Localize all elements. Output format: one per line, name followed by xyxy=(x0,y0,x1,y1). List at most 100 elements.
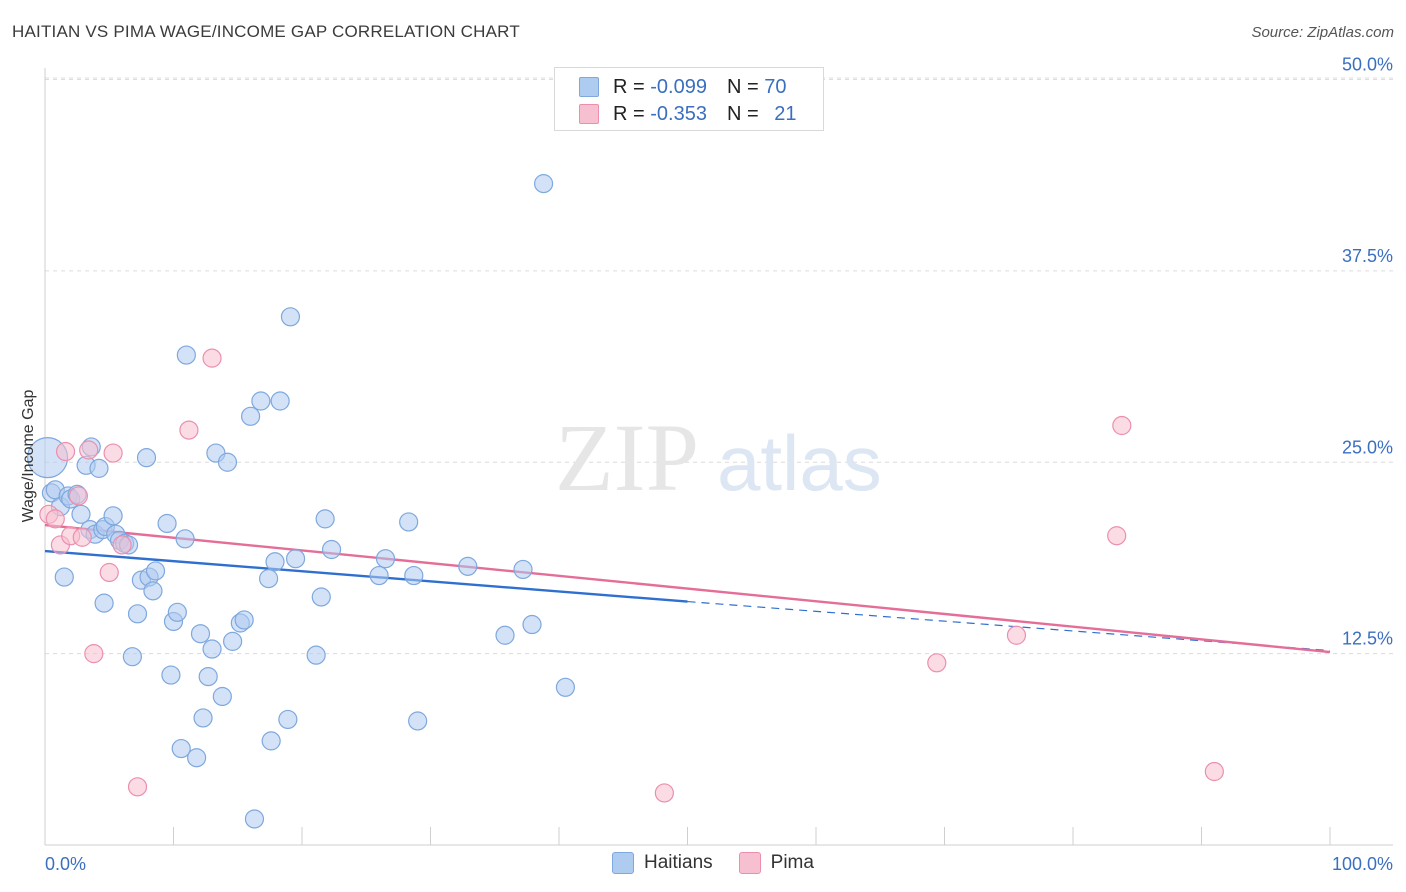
data-point-haitians[interactable] xyxy=(71,504,91,524)
data-point-haitians[interactable] xyxy=(89,458,109,478)
data-point-haitians[interactable] xyxy=(315,509,335,529)
y-axis-label: Wage/Income Gap xyxy=(20,390,37,523)
data-point-pima[interactable] xyxy=(72,527,92,547)
data-point-pima[interactable] xyxy=(112,535,132,555)
stats-legend: R = -0.099 N = 70 R = -0.353 N = 21 xyxy=(554,67,824,131)
x-tick-label: 0.0% xyxy=(45,854,86,874)
data-point-pima[interactable] xyxy=(127,777,148,797)
data-point-haitians[interactable] xyxy=(187,748,207,768)
data-point-haitians[interactable] xyxy=(375,549,396,569)
data-point-haitians[interactable] xyxy=(495,625,515,645)
data-point-haitians[interactable] xyxy=(223,631,243,651)
data-point-haitians[interactable] xyxy=(143,581,163,601)
data-point-haitians[interactable] xyxy=(145,561,166,581)
data-point-haitians[interactable] xyxy=(533,174,554,194)
legend-item-pima[interactable]: Pima xyxy=(738,852,814,874)
data-point-haitians[interactable] xyxy=(404,565,424,586)
data-point-haitians[interactable] xyxy=(458,556,478,576)
data-point-haitians[interactable] xyxy=(265,552,285,572)
data-point-pima[interactable] xyxy=(654,783,674,803)
y-tick-label: 37.5% xyxy=(1342,246,1393,266)
data-point-haitians[interactable] xyxy=(127,604,148,624)
data-point-pima[interactable] xyxy=(45,509,65,529)
x-tick-label: 100.0% xyxy=(1332,854,1393,874)
series-legend: Haitians Pima xyxy=(612,852,840,874)
legend-label-pima: Pima xyxy=(770,852,814,873)
legend-n-value: 70 xyxy=(764,75,787,98)
data-point-haitians[interactable] xyxy=(94,593,114,613)
legend-swatch-haitians xyxy=(579,77,599,97)
data-point-haitians[interactable] xyxy=(399,512,419,532)
data-point-haitians[interactable] xyxy=(244,809,265,829)
data-point-haitians[interactable] xyxy=(306,645,326,665)
data-point-haitians[interactable] xyxy=(408,711,428,731)
trend-line-pima xyxy=(44,523,1331,654)
data-point-haitians[interactable] xyxy=(103,506,123,526)
data-point-haitians[interactable] xyxy=(212,686,232,707)
legend-r-value: -0.353 xyxy=(650,102,707,125)
legend-swatch-pima xyxy=(579,104,599,124)
source-label: Source: ZipAtlas.com xyxy=(1251,24,1394,41)
data-point-pima[interactable] xyxy=(1204,761,1224,782)
data-point-haitians[interactable] xyxy=(285,549,306,569)
data-point-haitians[interactable] xyxy=(513,559,533,580)
data-point-pima[interactable] xyxy=(84,644,104,664)
legend-r-label: R = xyxy=(613,102,651,125)
data-point-haitians[interactable] xyxy=(122,647,142,667)
watermark-zip: ZIP xyxy=(555,404,699,511)
data-point-pima[interactable] xyxy=(68,486,89,506)
data-point-pima[interactable] xyxy=(103,443,123,463)
data-point-haitians[interactable] xyxy=(258,569,279,589)
data-point-haitians[interactable] xyxy=(175,529,195,549)
y-tick-label: 12.5% xyxy=(1342,629,1393,649)
data-point-pima[interactable] xyxy=(1112,415,1132,436)
legend-r-value: -0.099 xyxy=(650,75,707,98)
legend-r-label: R = xyxy=(613,75,651,98)
data-point-haitians[interactable] xyxy=(157,513,177,534)
data-point-haitians[interactable] xyxy=(270,391,290,411)
trend-line-haitians xyxy=(44,549,688,603)
trend-lines xyxy=(44,523,1331,654)
watermark-atlas: atlas xyxy=(717,419,882,507)
data-point-haitians[interactable] xyxy=(278,709,298,730)
data-point-haitians[interactable] xyxy=(167,602,187,622)
data-point-haitians[interactable] xyxy=(369,565,389,586)
legend-n-label: N = xyxy=(726,102,765,125)
data-point-haitians[interactable] xyxy=(234,610,254,630)
data-point-haitians[interactable] xyxy=(241,406,261,426)
data-point-pima[interactable] xyxy=(55,441,76,462)
chart-title: HAITIAN VS PIMA WAGE/INCOME GAP CORRELAT… xyxy=(12,22,520,41)
data-point-haitians[interactable] xyxy=(217,452,238,472)
data-point-haitians[interactable] xyxy=(555,677,576,697)
data-point-haitians[interactable] xyxy=(176,345,196,365)
data-point-haitians[interactable] xyxy=(522,614,542,635)
legend-swatch-haitians xyxy=(612,852,634,874)
data-point-haitians[interactable] xyxy=(261,731,281,751)
data-point-haitians[interactable] xyxy=(280,307,301,327)
data-point-haitians[interactable] xyxy=(171,738,191,759)
data-point-pima[interactable] xyxy=(202,348,222,368)
data-point-haitians[interactable] xyxy=(321,539,342,560)
data-point-haitians[interactable] xyxy=(54,567,74,587)
data-point-haitians[interactable] xyxy=(161,665,181,685)
data-point-pima[interactable] xyxy=(1006,625,1027,645)
legend-item-haitians[interactable]: Haitians xyxy=(612,852,713,874)
data-point-pima[interactable] xyxy=(79,440,99,460)
data-point-haitians[interactable] xyxy=(193,708,213,728)
data-point-pima[interactable] xyxy=(179,420,199,440)
data-point-pima[interactable] xyxy=(1107,526,1127,546)
data-point-haitians[interactable] xyxy=(198,666,218,687)
legend-row-haitians: R = -0.099 N = 70 xyxy=(579,74,786,100)
data-point-haitians[interactable] xyxy=(202,639,222,659)
data-point-haitians[interactable] xyxy=(190,624,211,644)
legend-swatch-pima xyxy=(738,852,761,874)
data-point-haitians[interactable] xyxy=(311,587,331,607)
data-point-pima[interactable] xyxy=(927,653,947,673)
data-points xyxy=(26,174,1224,829)
y-tick-label: 50.0% xyxy=(1342,55,1393,75)
data-point-haitians[interactable] xyxy=(136,448,157,468)
data-point-pima[interactable] xyxy=(99,562,119,583)
data-point-haitians[interactable] xyxy=(251,391,271,411)
legend-n-label: N = xyxy=(726,75,765,98)
legend-n-value: 21 xyxy=(774,102,797,125)
